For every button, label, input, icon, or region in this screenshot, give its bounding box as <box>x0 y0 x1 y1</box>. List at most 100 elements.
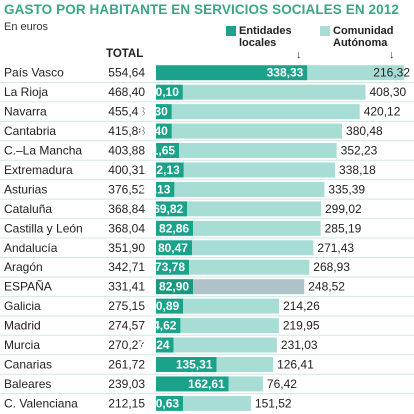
category-label: Cataluña <box>4 202 52 216</box>
bar-autonoma-value-label: 285,19 <box>325 221 362 235</box>
bar-autonoma <box>179 143 337 159</box>
legend-local-arrow-icon: ↓ <box>296 49 302 61</box>
category-label: Baleares <box>4 377 51 391</box>
total-label: 274,57 <box>108 319 145 333</box>
bar-autonoma <box>228 376 263 392</box>
total-label: 376,52 <box>108 182 145 196</box>
bar-autonoma <box>173 337 277 353</box>
bar-local-value-label: 60,63 <box>149 396 179 410</box>
bar-local-value-label: 51,65 <box>145 144 175 158</box>
category-label: Murcia <box>4 338 40 352</box>
legend-autonoma-label: Comunidad Autónoma <box>333 25 394 49</box>
chart-subtitle: En euros <box>4 21 49 33</box>
bar-autonoma-value-label: 151,52 <box>255 396 292 410</box>
bar-local-value-label: 60,89 <box>149 299 179 313</box>
bar-local <box>156 259 190 275</box>
bar-autonoma <box>189 259 310 275</box>
category-label: ESPAÑA <box>4 280 52 294</box>
total-label: 455,43 <box>108 105 145 119</box>
bar-local <box>156 298 184 314</box>
legend-autonoma-arrow-icon: ↓ <box>389 49 395 61</box>
total-label: 351,90 <box>108 241 145 255</box>
category-label: Canarias <box>4 357 52 371</box>
bar-autonoma-value-label: 248,52 <box>308 280 345 294</box>
category-label: Castilla y León <box>4 221 83 235</box>
bar-local-value-label: 162,61 <box>188 377 225 391</box>
bar-autonoma <box>182 84 366 100</box>
bar-local <box>156 201 188 217</box>
bar-autonoma-value-label: 76,42 <box>267 377 297 391</box>
bar-local-value-label: 82,86 <box>159 221 189 235</box>
bar-local-value-label: 135,31 <box>176 357 213 371</box>
bar-autonoma <box>171 104 360 120</box>
bar-local-value-label: 82,90 <box>159 280 189 294</box>
bar-autonoma <box>193 279 305 295</box>
bar-autonoma <box>187 201 321 217</box>
bar-local-value-label: 35,40 <box>138 124 168 138</box>
bar-autonoma-value-label: 380,48 <box>346 124 383 138</box>
bar-local-value-label: 338,33 <box>267 66 304 80</box>
bar-local-value-label: 35,30 <box>138 105 168 119</box>
category-label: Aragón <box>4 260 43 274</box>
total-label: 212,15 <box>108 396 145 410</box>
bar-local <box>156 65 308 81</box>
category-label: Navarra <box>4 105 47 119</box>
legend-local-line2: locales <box>239 37 277 49</box>
bar-autonoma-value-label: 231,03 <box>281 338 318 352</box>
bar-autonoma <box>183 395 251 411</box>
bar-autonoma-value-label: 214,26 <box>283 299 320 313</box>
bar-local <box>156 318 181 334</box>
total-label: 400,31 <box>108 163 145 177</box>
bar-local <box>156 240 192 256</box>
category-label: La Rioja <box>4 85 48 99</box>
category-label: Cantabria <box>4 124 56 138</box>
category-label: Galicia <box>4 299 41 313</box>
bar-local-value-label: 41,13 <box>140 182 170 196</box>
bar-autonoma-value-label: 352,23 <box>341 144 378 158</box>
bar-local <box>156 337 174 353</box>
total-label: 270,27 <box>108 338 145 352</box>
legend-autonoma-line2: Autónoma <box>333 37 388 49</box>
legend-local-label: Entidades locales <box>239 25 292 49</box>
total-label: 342,71 <box>108 260 145 274</box>
category-label: C.–La Mancha <box>4 144 82 158</box>
bar-autonoma-value-label: 335,39 <box>328 182 365 196</box>
bar-autonoma <box>193 220 321 236</box>
bar-autonoma <box>191 240 314 256</box>
bar-autonoma <box>180 318 279 334</box>
bar-autonoma <box>171 123 343 139</box>
bar-autonoma-value-label: 268,93 <box>313 260 350 274</box>
bar-autonoma <box>307 65 405 81</box>
bar-local <box>156 104 172 120</box>
bar-local <box>156 143 180 159</box>
category-label: Madrid <box>4 319 41 333</box>
bar-autonoma-value-label: 299,02 <box>325 202 362 216</box>
category-label: Andalucía <box>4 241 58 255</box>
category-label: Asturias <box>4 182 47 196</box>
bar-autonoma <box>183 162 336 178</box>
legend-local: Entidades locales ↓ <box>226 25 316 61</box>
bar-local <box>156 181 175 197</box>
bar-local-value-label: 69,82 <box>153 202 183 216</box>
legend-autonoma-swatch <box>320 26 330 36</box>
bar-autonoma-value-label: 420,12 <box>364 105 401 119</box>
total-label: 554,64 <box>108 66 145 80</box>
total-label: 415,88 <box>108 124 145 138</box>
bar-local <box>156 84 183 100</box>
total-label: 368,84 <box>108 202 145 216</box>
bar-autonoma-value-label: 126,41 <box>277 357 314 371</box>
total-label: 468,40 <box>108 85 145 99</box>
bar-local <box>156 162 184 178</box>
bar-local <box>156 395 184 411</box>
total-label: 261,72 <box>108 357 145 371</box>
category-label: Extremadura <box>4 163 73 177</box>
bar-local-value-label: 39,24 <box>140 338 170 352</box>
legend-autonoma: Comunidad Autónoma ↓ <box>320 25 414 61</box>
legend-autonoma-line1: Comunidad <box>333 25 394 37</box>
bar-autonoma <box>174 181 325 197</box>
bar-local <box>156 123 172 139</box>
bar-autonoma-value-label: 271,43 <box>317 241 354 255</box>
bar-local-value-label: 62,13 <box>150 163 180 177</box>
legend-local-swatch <box>226 26 236 36</box>
bar-local-value-label: 80,47 <box>158 241 188 255</box>
